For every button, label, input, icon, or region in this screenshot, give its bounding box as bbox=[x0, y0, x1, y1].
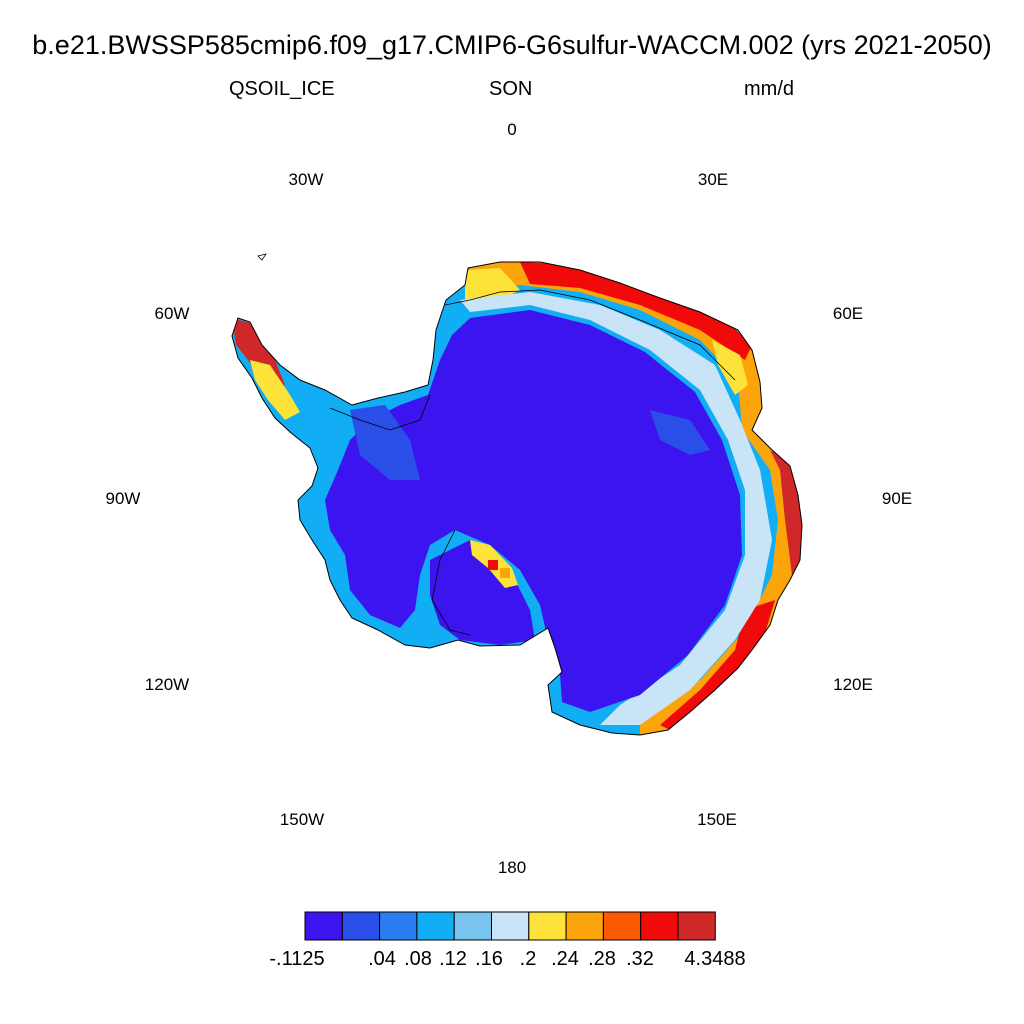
ross-shelf-line bbox=[431, 529, 471, 636]
plot-title: b.e21.BWSSP585cmip6.f09_g17.CMIP6-G6sulf… bbox=[32, 30, 992, 60]
colorbar-label: .2 bbox=[519, 948, 537, 970]
season-label: SON bbox=[489, 78, 533, 100]
colorbar-box bbox=[304, 911, 343, 941]
colorbar-label: 4.3488 bbox=[684, 948, 746, 970]
lon-label-30e: 30E bbox=[697, 170, 729, 189]
lon-label-90e: 90E bbox=[881, 489, 913, 508]
colorbar-box bbox=[528, 911, 567, 941]
colorbar-label: .24 bbox=[551, 948, 579, 970]
amery-yellow-patch bbox=[712, 340, 748, 395]
ice-shelf-line-west bbox=[329, 394, 431, 431]
colorbar-label: .12 bbox=[439, 948, 467, 970]
tam-hotspot-orange bbox=[500, 568, 510, 578]
colorbar-box bbox=[453, 911, 493, 941]
colorbar-label: .28 bbox=[588, 948, 616, 970]
colorbar-label: .08 bbox=[404, 948, 432, 970]
tam-hotspot-red bbox=[488, 560, 498, 570]
peninsula-yellow-band bbox=[250, 360, 300, 420]
lon-label-120e: 120E bbox=[833, 675, 873, 694]
variable-label: QSOIL_ICE bbox=[229, 78, 335, 100]
interior-step-1 bbox=[650, 410, 710, 455]
colorbar-box bbox=[416, 911, 455, 941]
adelie-red-band bbox=[660, 600, 775, 735]
colorbar-label: .32 bbox=[626, 948, 654, 970]
lon-label-60e: 60E bbox=[832, 304, 864, 323]
colorbar-label: .04 bbox=[368, 948, 396, 970]
lon-label-0: 0 bbox=[507, 120, 517, 139]
lon-label-120w: 120W bbox=[144, 675, 190, 694]
lon-label-60w: 60W bbox=[154, 304, 190, 323]
lon-label-90w: 90W bbox=[105, 489, 141, 508]
interior-low bbox=[325, 310, 742, 712]
lon-label-180: 180 bbox=[497, 858, 527, 877]
colorbar-box bbox=[602, 911, 642, 941]
colorbar-box bbox=[565, 911, 604, 941]
lon-label-150e: 150E bbox=[697, 810, 737, 829]
ice-shelf-line-east bbox=[444, 289, 736, 381]
lon-label-30w: 30W bbox=[288, 170, 324, 189]
colorbar-label: .16 bbox=[475, 948, 503, 970]
colorbar-box bbox=[640, 911, 679, 941]
dml-red-band bbox=[520, 262, 752, 360]
colorbar-box bbox=[341, 911, 381, 941]
lon-label-150w: 150W bbox=[279, 810, 325, 829]
colorbar-box bbox=[491, 911, 530, 941]
ross-shelf-low bbox=[430, 540, 535, 645]
south-orkney-outline bbox=[257, 253, 267, 261]
colorbar-box bbox=[677, 911, 716, 941]
units-label: mm/d bbox=[744, 78, 794, 100]
interior-step-2 bbox=[350, 405, 420, 480]
colorbar-label: -.1125 bbox=[269, 948, 325, 970]
colorbar-box bbox=[379, 911, 418, 941]
